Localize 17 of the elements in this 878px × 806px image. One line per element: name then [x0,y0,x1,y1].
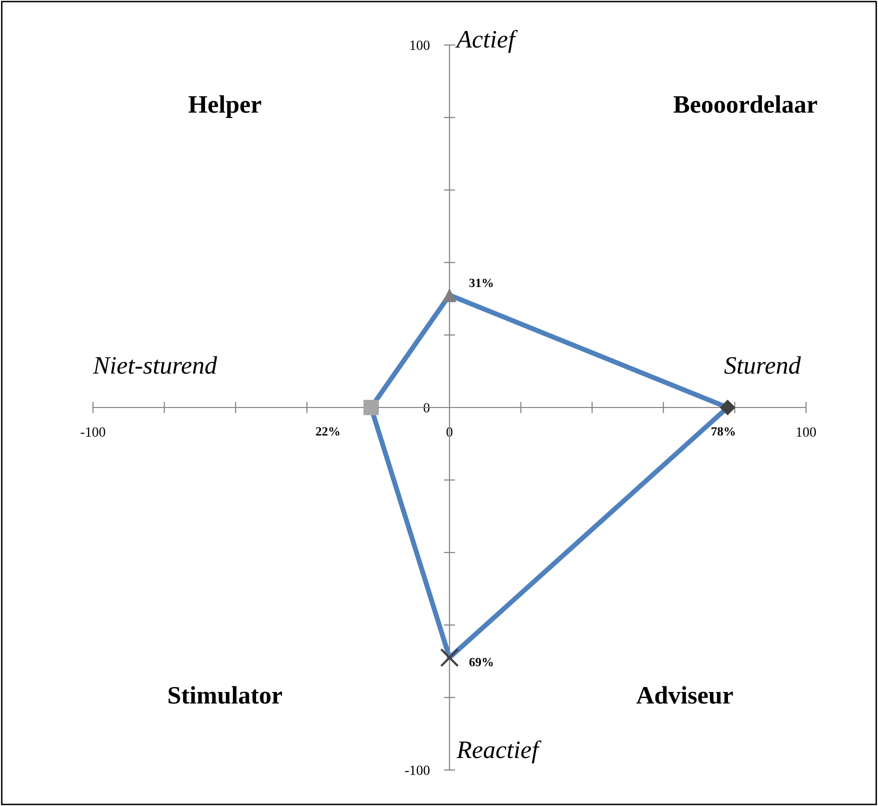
annotation: Stimulator [168,686,282,704]
annotation: 69% [469,658,493,666]
annotation: 22% [316,427,340,436]
y-tick-label: 100 [410,40,430,50]
annotation: Sturend [724,356,801,374]
annotation: Beooordelaar [674,95,818,113]
annotation: Adviseur [636,686,733,704]
annotation: Helper [188,95,262,118]
annotation: Actief [455,30,518,53]
annotation: 31% [469,278,493,288]
x-tick-label: 0 [446,427,452,437]
annotation: Reactief [456,740,542,764]
y-tick-label: -100 [405,766,430,775]
annotation: Niet-sturend [92,356,218,374]
x-tick-label: 100 [796,427,816,437]
x-tick-label: -100 [80,427,106,437]
annotation: 78% [712,427,735,436]
